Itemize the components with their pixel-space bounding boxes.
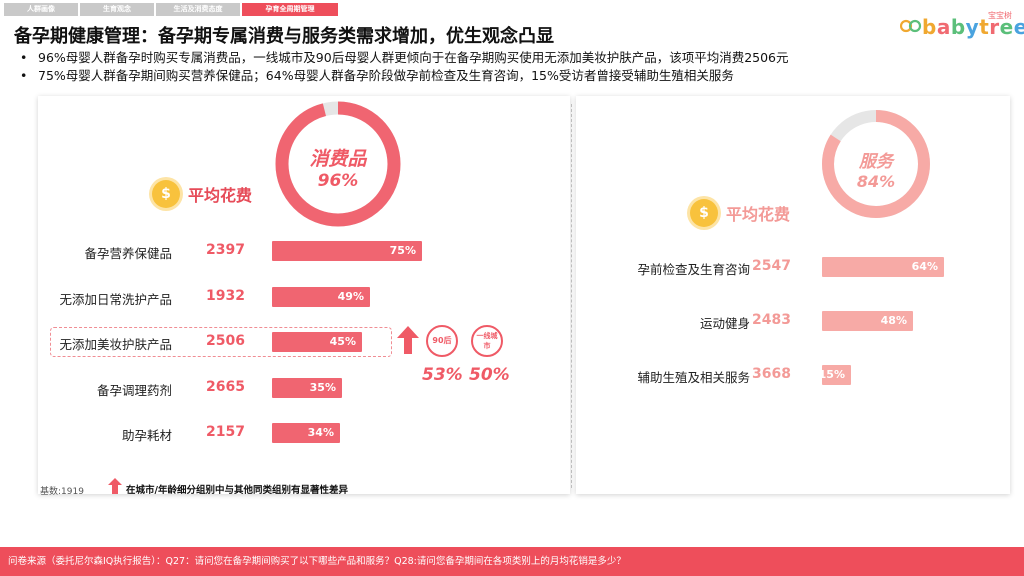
avg-spend-label: 平均花费 [188,186,253,205]
bar-pct-label: 34% [307,426,334,439]
legend-arrow-icon [108,478,122,494]
source-footer: 问卷来源（委托尼尔森IQ执行报告）：Q27：请问您在备孕期间购买了以下哪些产品和… [0,547,1024,576]
bar-row: 辅助生殖及相关服务 3668 15% [0,363,1000,387]
bar-row: 备孕营养保健品 2397 75% [0,239,430,263]
bar-row: 备孕调理药剂 2665 35% [0,376,430,400]
avg-spend-value: 2157 [206,424,245,440]
base-label: 基数:1919 [40,487,84,497]
pct-90s: 53% [422,365,463,385]
coin-icon: $ [152,180,180,208]
coin-icon: $ [690,199,718,227]
bar-pct-label: 45% [329,335,356,348]
services-donut-arc [822,110,930,218]
babytree-logo: babytree 宝宝树 [900,10,1024,39]
services-donut-label: 服务 84% [831,147,921,191]
summary-bullets: 96%母婴人群备孕时购买专属消费品，一线城市及90后母婴人群更倾向于在备孕期购买… [20,49,789,85]
bullet-2: 75%母婴人群备孕期间购买营养保健品；64%母婴人群备孕阶段做孕前检查及生育咨询… [20,67,789,85]
category-label: 无添加日常洗护产品 [59,291,172,307]
bar-pct-label: 48% [880,314,907,327]
tab-persona[interactable]: 人群画像 [4,3,78,16]
percentage-bar: 34% [272,423,340,443]
services-donut [822,110,930,218]
avg-spend-value: 2665 [206,378,245,395]
bar-pct-label: 64% [911,260,938,273]
highlight-box [50,327,392,357]
avg-spend-value: 1932 [206,287,245,304]
consumer-goods-donut-arc [275,101,401,227]
donut-value: 84% [856,172,896,191]
avg-spend-header-right: $ 平均花费 [690,199,790,227]
avg-spend-value: 2397 [206,242,245,258]
bar-row: 无添加日常洗护产品 1932 49% [0,285,430,309]
percentage-bar: 49% [272,286,370,307]
up-arrow-icon [397,326,419,354]
legend-note: 在城市/年龄细分组别中与其他同类组别有显著性差异 [126,485,348,496]
logo-icon [900,19,922,33]
bar-row: 无添加美妆护肤产品 2506 45% [0,330,430,354]
category-label: 助孕耗材 [121,428,172,443]
page-title: 备孕期健康管理：备孕期专属消费与服务类需求增加，优生观念凸显 [14,26,554,47]
bar-row: 孕前检查及生育咨询 2547 64% [0,255,1000,279]
percentage-bar: 15% [818,365,851,385]
avg-spend-value: 3668 [752,366,791,382]
logo-text: babytree [922,15,1024,39]
pct-tier1-city: 50% [469,365,510,385]
consumer-goods-donut-label: 消费品 96% [283,144,393,191]
bar-pct-label: 35% [309,380,336,394]
tab-fertility-view[interactable]: 生育观念 [80,3,154,16]
bar-pct-label: 49% [337,289,364,303]
category-label: 无添加美妆护肤产品 [59,337,172,352]
category-label: 辅助生殖及相关服务 [637,370,750,385]
bar-row: 助孕耗材 2157 34% [0,421,430,445]
bullet-1: 96%母婴人群备孕时购买专属消费品，一线城市及90后母婴人群更倾向于在备孕期购买… [20,49,789,67]
donut-title: 服务 [859,152,893,172]
bar-pct-label: 15% [818,368,845,381]
bar-row: 运动健身 2483 48% [0,309,1000,333]
consumer-goods-donut [275,101,401,227]
avg-spend-value: 2547 [752,258,791,274]
avg-spend-label: 平均花费 [726,205,791,224]
donut-title: 消费品 [309,148,367,170]
tab-full-cycle[interactable]: 孕育全周期管理 [242,3,338,16]
top-nav: 人群画像 生育观念 生活及消费态度 孕育全周期管理 [4,3,338,16]
category-label: 备孕营养保健品 [84,246,172,261]
percentage-bar: 48% [822,311,913,331]
avg-spend-value: 2506 [206,333,245,349]
panel-divider [571,104,572,488]
bar-pct-label: 75% [389,244,416,257]
avg-spend-header-left: $ 平均花费 [152,180,252,208]
logo-small-text: 宝宝树 [988,11,1012,20]
percentage-bar: 64% [822,257,944,277]
category-label: 运动健身 [699,316,750,331]
donut-value: 96% [317,171,359,191]
category-label: 备孕调理药剂 [96,382,172,398]
badge-90s: 90后 [426,325,458,357]
tab-lifestyle[interactable]: 生活及消费态度 [156,3,240,16]
percentage-bar: 75% [272,241,422,261]
percentage-bar: 45% [272,332,362,352]
category-label: 孕前检查及生育咨询 [637,262,750,277]
avg-spend-value: 2483 [752,312,791,328]
services-panel [576,96,1010,494]
percentage-bar: 35% [272,377,342,398]
badge-tier1-city: 一线城市 [471,325,503,357]
